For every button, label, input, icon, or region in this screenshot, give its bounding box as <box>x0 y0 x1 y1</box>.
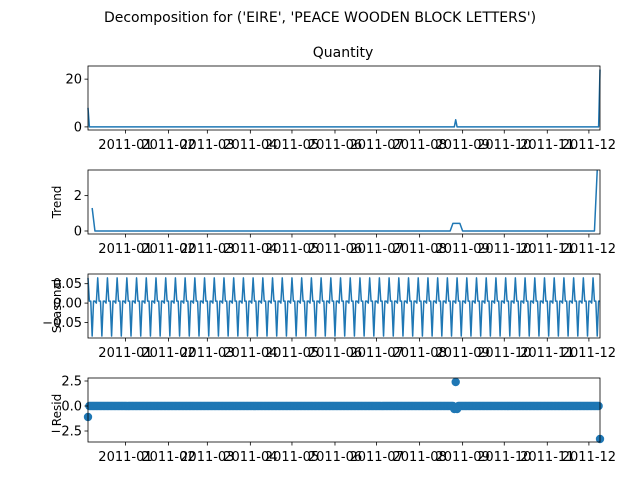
seasonal-xtick-label: 2011-07 <box>349 346 403 361</box>
observed-xtick-label: 2011-08 <box>392 138 446 153</box>
observed-xtick-label: 2011-01 <box>98 138 152 153</box>
panel-title-quantity: Quantity <box>313 45 374 61</box>
panel-observed: 0202011-012011-022011-032011-042011-0520… <box>65 65 616 153</box>
resid-ytick-label: 0.0 <box>61 400 82 415</box>
trend-xtick-label: 2011-07 <box>349 242 403 257</box>
panel-resid: 2.50.0−2.52011-012011-022011-032011-0420… <box>50 375 616 466</box>
trend-xtick-label: 2011-01 <box>98 242 152 257</box>
resid-xtick-label: 2011-03 <box>180 450 234 465</box>
trend-xtick-label: 2011-03 <box>180 242 234 257</box>
seasonal-xtick-label: 2011-05 <box>265 346 319 361</box>
resid-xtick-label: 2011-10 <box>477 450 531 465</box>
observed-xtick-label: 2011-04 <box>223 138 277 153</box>
observed-xtick-label: 2011-12 <box>562 138 616 153</box>
seasonal-xtick-label: 2011-12 <box>562 346 616 361</box>
observed-xtick-label: 2011-07 <box>349 138 403 153</box>
resid-xtick-label: 2011-11 <box>520 450 574 465</box>
observed-xtick-label: 2011-09 <box>435 138 489 153</box>
trend-xtick-label: 2011-12 <box>562 242 616 257</box>
seasonal-xtick-label: 2011-04 <box>223 346 277 361</box>
resid-xtick-label: 2011-05 <box>265 450 319 465</box>
resid-outlier-point <box>452 404 462 414</box>
panel-trend: 022011-012011-022011-032011-042011-05201… <box>50 169 616 257</box>
seasonal-xtick-label: 2011-03 <box>180 346 234 361</box>
seasonal-axes-frame <box>87 273 601 339</box>
seasonal-ytick-label: −0.05 <box>42 316 82 331</box>
trend-xtick-label: 2011-06 <box>308 242 362 257</box>
trend-ytick-label: 0 <box>74 224 82 239</box>
seasonal-xtick-label: 2011-02 <box>141 346 195 361</box>
resid-ytick-label: 2.5 <box>61 375 82 390</box>
trend-xtick-label: 2011-11 <box>520 242 574 257</box>
resid-xtick-label: 2011-07 <box>349 450 403 465</box>
seasonal-ytick-label: 0.05 <box>53 277 82 292</box>
observed-ytick-label: 20 <box>65 73 82 88</box>
resid-axes-frame <box>87 377 601 443</box>
seasonal-xtick-label: 2011-08 <box>392 346 446 361</box>
observed-xtick-label: 2011-10 <box>477 138 531 153</box>
seasonal-xtick-label: 2011-09 <box>435 346 489 361</box>
observed-xtick-label: 2011-03 <box>180 138 234 153</box>
seasonal-xtick-label: 2011-01 <box>98 346 152 361</box>
figure-suptitle: Decomposition for ('EIRE', 'PEACE WOODEN… <box>104 10 536 26</box>
panels-group: 0202011-012011-022011-032011-042011-0520… <box>42 65 616 466</box>
trend-xtick-label: 2011-09 <box>435 242 489 257</box>
trend-xtick-label: 2011-08 <box>392 242 446 257</box>
resid-xtick-label: 2011-09 <box>435 450 489 465</box>
resid-xtick-label: 2011-04 <box>223 450 277 465</box>
observed-xtick-label: 2011-11 <box>520 138 574 153</box>
observed-series-line <box>87 69 601 128</box>
seasonal-xtick-label: 2011-10 <box>477 346 531 361</box>
trend-xtick-label: 2011-10 <box>477 242 531 257</box>
trend-xtick-label: 2011-02 <box>141 242 195 257</box>
resid-point <box>594 401 603 411</box>
seasonal-ytick-label: 0.00 <box>53 297 82 312</box>
resid-ytick-label: −2.5 <box>50 425 82 440</box>
observed-ytick-label: 0 <box>74 120 82 135</box>
seasonal-xtick-label: 2011-11 <box>520 346 574 361</box>
seasonal-series-line <box>87 277 600 337</box>
resid-ylabel: Resid <box>50 394 64 426</box>
trend-ytick-label: 2 <box>74 189 82 204</box>
observed-xtick-label: 2011-02 <box>141 138 195 153</box>
resid-xtick-label: 2011-02 <box>141 450 195 465</box>
trend-axes-frame <box>87 169 601 235</box>
resid-xtick-label: 2011-06 <box>308 450 362 465</box>
trend-xtick-label: 2011-05 <box>265 242 319 257</box>
trend-xtick-label: 2011-04 <box>223 242 277 257</box>
observed-xtick-label: 2011-06 <box>308 138 362 153</box>
resid-xtick-label: 2011-01 <box>98 450 152 465</box>
resid-outlier-point <box>451 377 460 387</box>
panel-seasonal: 0.050.00−0.052011-012011-022011-032011-0… <box>42 273 616 361</box>
observed-axes-frame <box>87 65 601 131</box>
resid-xtick-label: 2011-08 <box>392 450 446 465</box>
seasonal-ylabel: Seasonal <box>50 279 64 333</box>
observed-xtick-label: 2011-05 <box>265 138 319 153</box>
resid-xtick-label: 2011-12 <box>562 450 616 465</box>
seasonal-xtick-label: 2011-06 <box>308 346 362 361</box>
trend-ylabel: Trend <box>50 186 64 220</box>
trend-series-line <box>91 170 598 232</box>
